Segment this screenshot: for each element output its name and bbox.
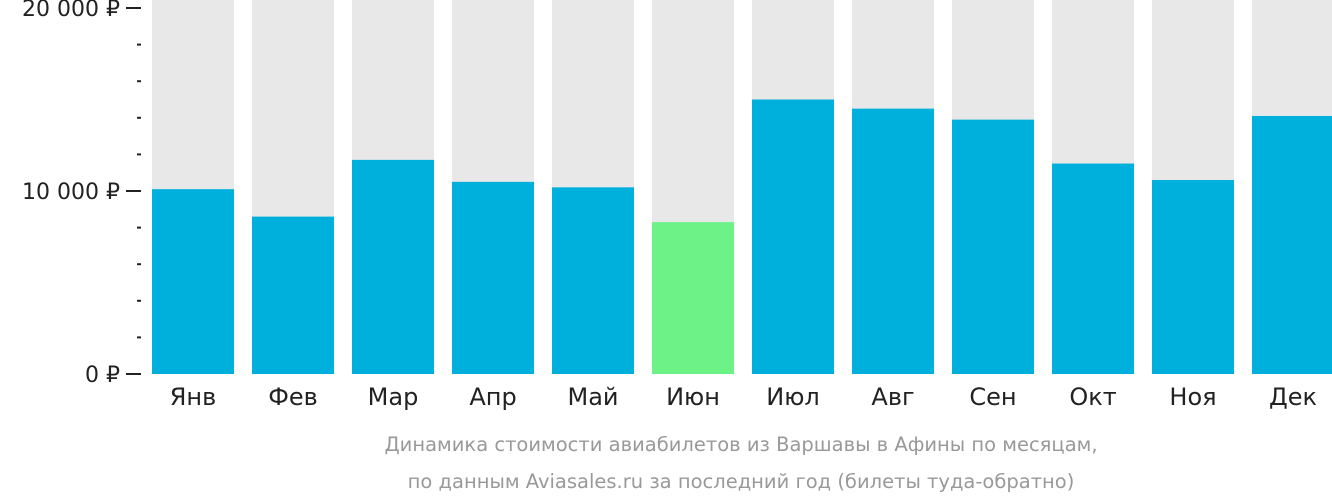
y-axis: 0 ₽ 10 000 ₽ 20 000 ₽ xyxy=(22,0,141,388)
bar-5 xyxy=(552,187,634,374)
x-tick-label: Июл xyxy=(766,383,820,411)
x-tick-label: Мар xyxy=(368,383,419,411)
x-tick-label: Ноя xyxy=(1169,383,1216,411)
x-tick-label: Фев xyxy=(268,383,318,411)
x-axis: Янв Фев Мар Апр Май Июн Июл Авг Сен Окт Ноя Дек xyxy=(170,383,1317,411)
bar-12 xyxy=(1252,115,1332,374)
y-tick-label: 0 ₽ xyxy=(85,363,120,388)
x-tick-label: Апр xyxy=(469,383,516,411)
bar-7 xyxy=(752,99,834,374)
x-tick-label: Июн xyxy=(666,383,720,411)
x-tick-label: Янв xyxy=(170,383,217,411)
y-tick-label: 10 000 ₽ xyxy=(22,180,120,205)
bar-3 xyxy=(352,159,434,374)
y-tick-label: 20 000 ₽ xyxy=(22,0,120,22)
x-tick-label: Авг xyxy=(871,383,914,411)
x-tick-label: Дек xyxy=(1269,383,1317,411)
bar-8 xyxy=(852,108,934,375)
bar-2 xyxy=(252,216,334,374)
chart-caption-line-2: по данным Aviasales.ru за последний год … xyxy=(408,470,1075,493)
x-tick-label: Май xyxy=(567,383,618,411)
bars xyxy=(152,99,1332,375)
bar-9 xyxy=(952,119,1034,374)
bar-1 xyxy=(152,189,234,374)
bar-4 xyxy=(452,181,534,374)
chart-caption-line-1: Динамика стоимости авиабилетов из Варшав… xyxy=(384,433,1097,456)
x-tick-label: Окт xyxy=(1069,383,1116,411)
bar-10 xyxy=(1052,163,1134,374)
bar-6 xyxy=(652,222,734,374)
bar-11 xyxy=(1152,180,1234,374)
x-tick-label: Сен xyxy=(969,383,1016,411)
